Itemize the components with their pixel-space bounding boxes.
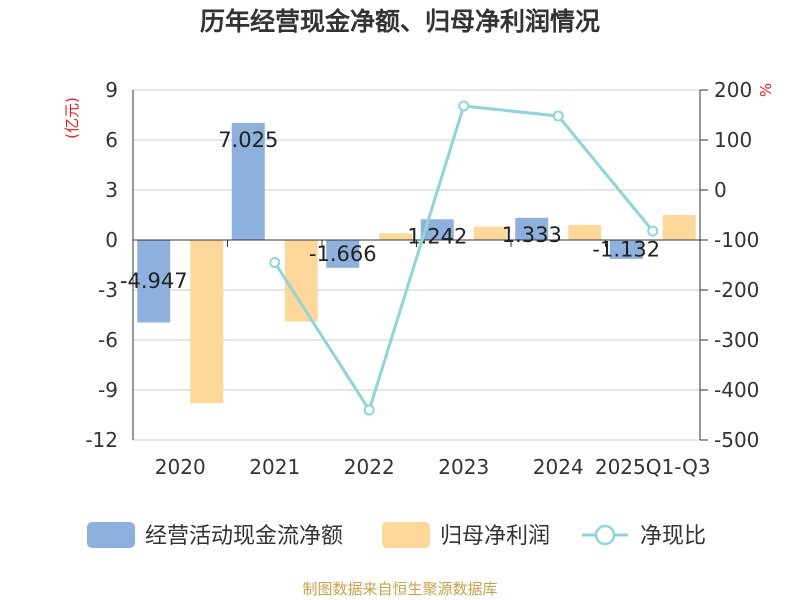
bar	[284, 240, 318, 322]
legend-swatch	[87, 522, 135, 548]
right-tick-label: -100	[714, 228, 759, 252]
line-series	[269, 100, 659, 416]
bar-data-label: 1.333	[502, 223, 562, 247]
left-tick-label: 6	[105, 128, 118, 152]
right-axis-unit-label: %	[757, 83, 775, 97]
legend: 经营活动现金流净额 归母净利润 净现比	[87, 522, 706, 549]
right-tick-label: -400	[714, 378, 759, 402]
left-axis: -12 -9 -6 -3 0 3 6 9	[85, 78, 134, 452]
bar	[473, 226, 507, 240]
bar-data-label: -1.666	[309, 242, 377, 266]
left-tick-label: 0	[105, 228, 118, 252]
right-tick-label: -300	[714, 328, 759, 352]
right-tick-label: -500	[714, 428, 759, 452]
bar-data-label: 7.025	[218, 128, 278, 152]
bar-data-labels: -4.947 7.025 -1.666 1.242 1.333 -1.132	[120, 128, 660, 293]
right-tick-label: 0	[714, 178, 727, 202]
bar	[568, 225, 602, 240]
right-tick-label: -200	[714, 278, 759, 302]
left-axis-unit-label: (亿元)	[63, 97, 81, 139]
bar	[420, 219, 454, 240]
legend-marker	[594, 524, 616, 546]
right-tick-label: 200	[714, 78, 752, 102]
line-point	[458, 100, 470, 112]
x-axis	[132, 239, 701, 247]
left-tick-label: -3	[98, 278, 118, 302]
bar	[379, 233, 413, 240]
bar	[190, 240, 224, 404]
x-tick-label: 2023	[438, 455, 489, 479]
bar-series	[137, 122, 696, 404]
right-axis: -500 -400 -300 -200 -100 0 100 200	[699, 78, 759, 452]
x-axis-labels: 2020 2021 2022 2023 2024 2025Q1-Q3	[155, 455, 711, 479]
legend-label: 经营活动现金流净额	[145, 524, 343, 549]
line-point	[647, 225, 659, 237]
bar	[231, 122, 265, 240]
bar	[515, 217, 549, 240]
line-point	[552, 110, 564, 122]
line-point	[363, 404, 375, 416]
left-tick-label: -12	[85, 428, 118, 452]
bar	[137, 240, 171, 323]
x-tick-label: 2025Q1-Q3	[595, 455, 711, 479]
legend-swatch	[382, 522, 430, 548]
bar	[609, 240, 643, 259]
bar-data-label: -1.132	[592, 237, 660, 261]
bar-data-label: 1.242	[407, 224, 467, 248]
x-tick-label: 2022	[344, 455, 395, 479]
line-point	[269, 257, 281, 268]
x-tick-label: 2021	[249, 455, 300, 479]
right-tick-label: 100	[714, 128, 752, 152]
left-tick-label: -6	[98, 328, 118, 352]
legend-label: 归母净利润	[440, 524, 550, 549]
x-tick-label: 2020	[155, 455, 206, 479]
source-note: 制图数据来自恒生聚源数据库	[302, 580, 497, 598]
x-tick-label: 2024	[533, 455, 584, 479]
chart-title: 历年经营现金净额、归母净利润情况	[200, 7, 600, 36]
left-tick-label: 9	[105, 78, 118, 102]
bar	[662, 215, 696, 240]
legend-label: 净现比	[640, 524, 706, 549]
left-tick-label: 3	[105, 178, 118, 202]
bar	[326, 240, 360, 268]
bar-data-label: -4.947	[120, 269, 188, 293]
left-tick-label: -9	[98, 378, 118, 402]
